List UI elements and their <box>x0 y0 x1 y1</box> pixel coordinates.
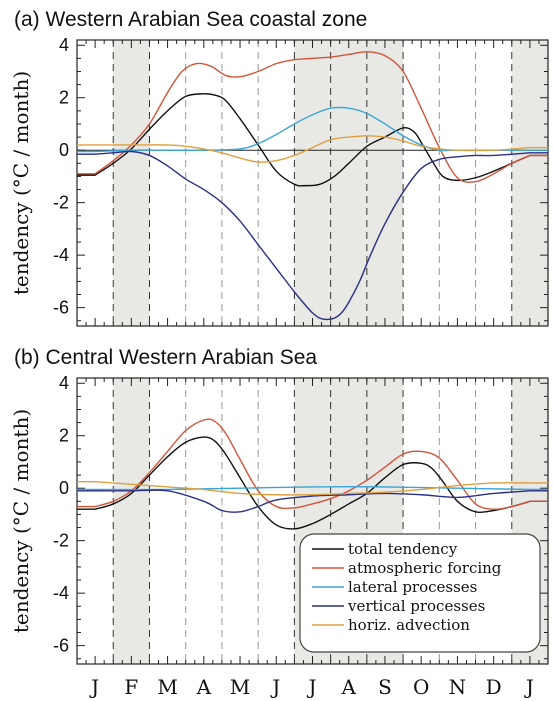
series-line-horiz <box>77 135 548 163</box>
shaded-period <box>511 40 548 326</box>
series-group <box>77 418 548 530</box>
series-line-lateral <box>77 106 548 153</box>
y-tick-label: 0 <box>59 478 69 498</box>
panel-title: (b) Central Western Arabian Sea <box>14 346 317 369</box>
panel-title: (a) Western Arabian Sea coastal zone <box>14 8 367 31</box>
series-line-total <box>77 93 548 187</box>
legend-label: atmospheric forcing <box>348 559 502 577</box>
x-tick-label: D <box>486 675 502 699</box>
x-tick-label: J <box>524 675 534 699</box>
series-line-vertical <box>77 150 548 321</box>
legend-box <box>299 533 541 653</box>
panel-a-chart: 4 2 0 -2 -4 -6 (a) Western Arabian Sea coastal… <box>9 8 549 327</box>
y-tick-label: 0 <box>59 140 69 160</box>
x-tick-label: J <box>89 675 99 699</box>
y-tick-label: -4 <box>53 245 69 265</box>
x-tick-label: M <box>230 675 250 699</box>
y-tick-label: 4 <box>59 373 69 393</box>
x-tick-label: F <box>124 675 138 699</box>
x-tick-label: N <box>449 675 467 699</box>
y-tick-label: -2 <box>53 193 69 213</box>
x-tick-label: A <box>341 675 357 699</box>
y-axis-label: tendency (°C / month) <box>9 409 33 633</box>
series-group <box>77 51 548 321</box>
y-tick-label: 2 <box>59 88 69 108</box>
y-tick-label: 2 <box>59 426 69 446</box>
x-tick-label: A <box>196 675 212 699</box>
legend-label: vertical processes <box>347 597 485 615</box>
shaded-period <box>294 40 404 326</box>
shaded-period <box>113 378 150 664</box>
series-line-vertical <box>77 489 548 513</box>
x-tick-label: O <box>413 675 429 699</box>
y-tick-label: -6 <box>53 298 69 318</box>
legend-label: total tendency <box>348 540 458 558</box>
x-tick-label: S <box>378 675 392 699</box>
y-tick-label: 4 <box>59 35 69 55</box>
y-axis-label: tendency (°C / month) <box>9 71 33 295</box>
series-line-lateral <box>77 486 548 491</box>
y-tick-label: -4 <box>53 583 69 603</box>
legend-label: horiz. advection <box>348 616 470 634</box>
x-tick-label: J <box>270 675 280 699</box>
legend-label: lateral processes <box>348 578 477 596</box>
x-tick-label: M <box>157 675 177 699</box>
shaded-period <box>113 40 150 326</box>
y-tick-label: -6 <box>53 636 69 656</box>
y-tick-label: -2 <box>53 531 69 551</box>
series-line-atmos <box>77 51 548 183</box>
series-line-atmos <box>77 418 548 510</box>
series-line-horiz <box>77 480 548 496</box>
x-tick-label: J <box>306 675 316 699</box>
